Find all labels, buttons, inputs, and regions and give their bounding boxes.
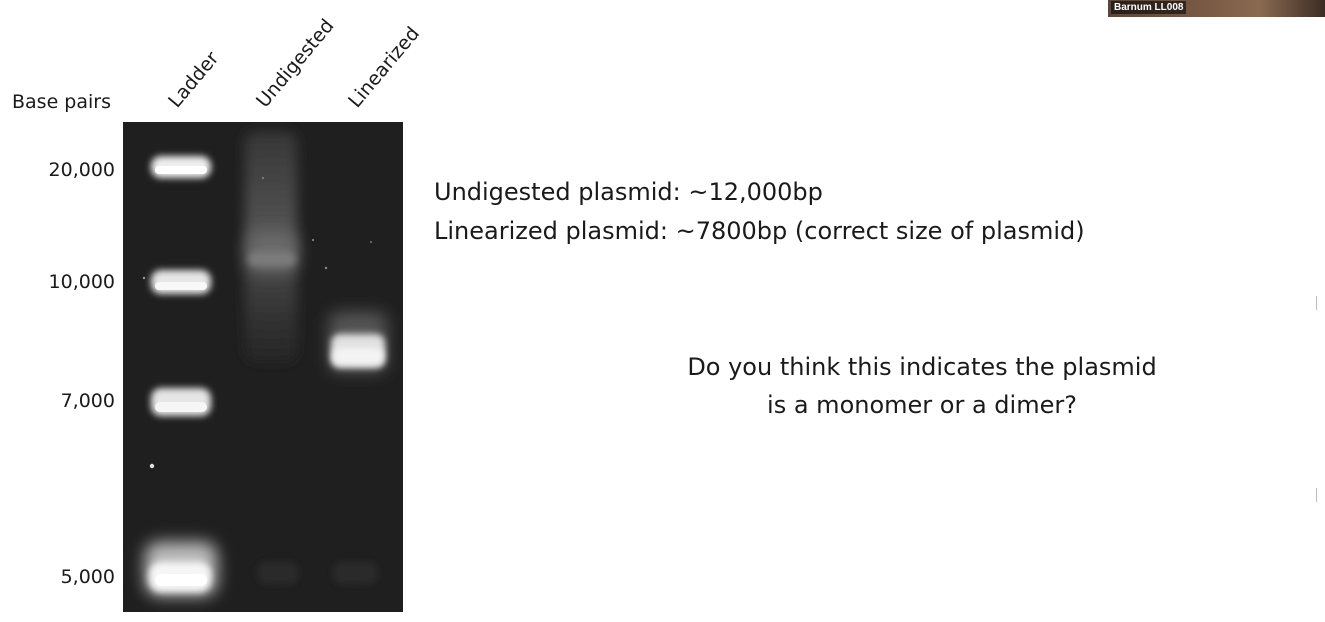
lane-label-ladder: Ladder [164, 47, 224, 112]
question-line-1: Do you think this indicates the plasmid [687, 353, 1157, 381]
linearized-size-note: Linearized plasmid: ~7800bp (correct siz… [434, 217, 1085, 245]
gel-svg [123, 122, 403, 612]
right-edge-tick [1316, 488, 1323, 502]
bp-label-5000: 5,000 [60, 566, 115, 588]
participant-name-label: Barnum LL008 [1111, 1, 1187, 14]
bp-label-7000: 7,000 [60, 390, 115, 412]
question-line-2: is a monomer or a dimer? [767, 391, 1077, 419]
ladder-bands [145, 156, 217, 596]
bp-label-10000: 10,000 [48, 271, 115, 293]
bp-label-20000: 20,000 [48, 159, 115, 181]
undigested-size-note: Undigested plasmid: ~12,000bp [434, 178, 823, 206]
gel-image [123, 122, 403, 612]
lane-label-linearized: Linearized [344, 22, 425, 112]
lane-label-undigested: Undigested [252, 15, 339, 112]
right-edge-tick [1316, 296, 1323, 310]
participant-video-thumbnail[interactable]: Barnum LL008 [1108, 0, 1325, 17]
base-pairs-axis-title: Base pairs [12, 91, 111, 113]
